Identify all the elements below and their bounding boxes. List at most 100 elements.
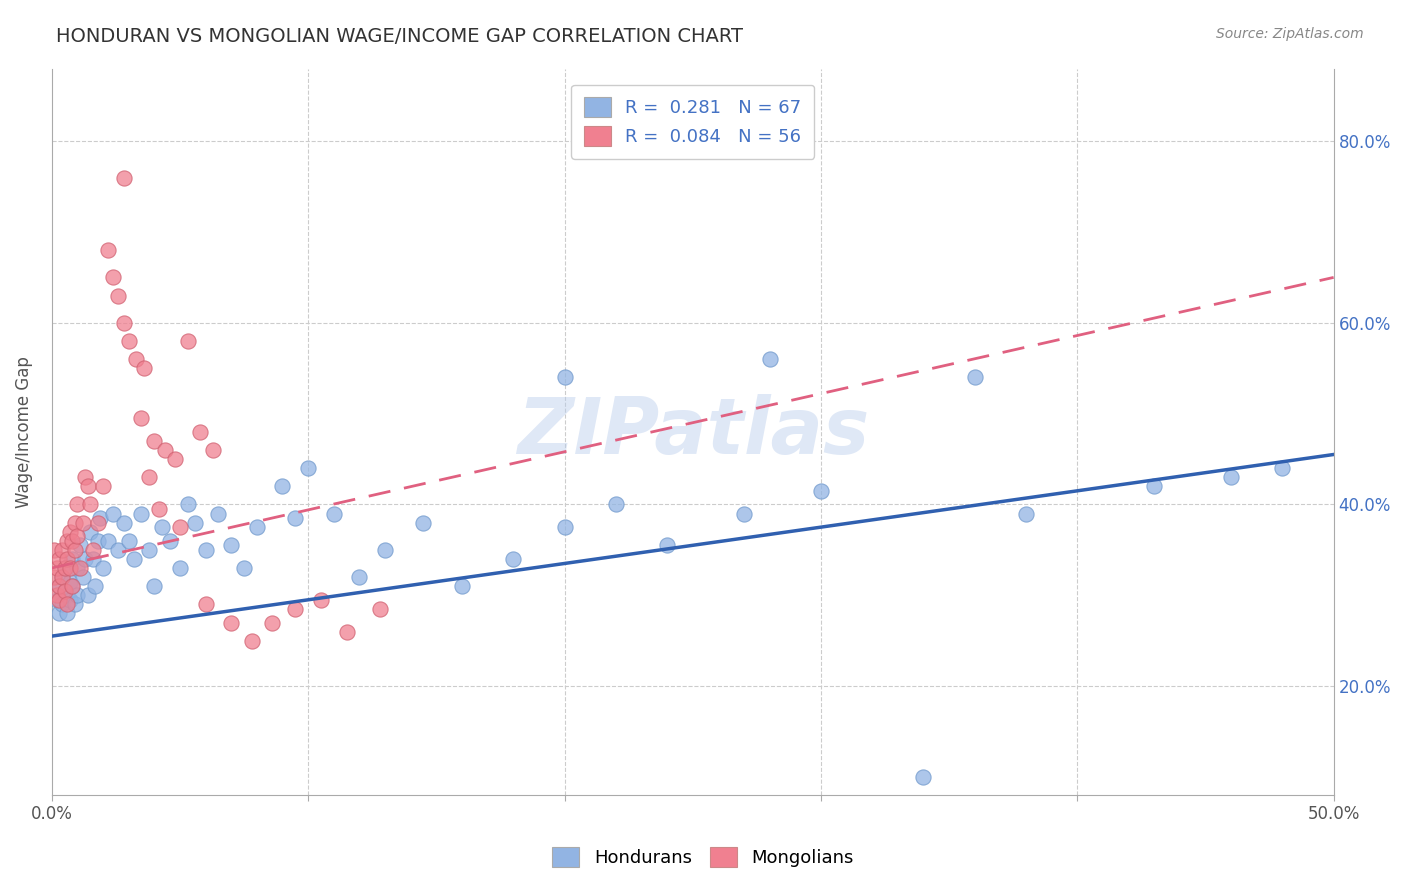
Point (72, 516, 94, 530)
Point (412, 516, 434, 530)
Point (184, 516, 207, 530)
Y-axis label: Wage/Income Gap: Wage/Income Gap (15, 356, 32, 508)
Point (758, 352, 780, 367)
Point (112, 316, 135, 330)
Text: ZIPatlas: ZIPatlas (516, 393, 869, 470)
Point (66, 498, 89, 512)
Point (66, 588, 89, 602)
Point (60, 533, 83, 548)
Point (45, 561, 67, 575)
Point (810, 483, 832, 498)
Point (169, 520, 191, 534)
Point (219, 538, 242, 552)
Point (553, 520, 575, 534)
Point (150, 520, 173, 534)
Point (284, 602, 307, 616)
Point (66, 529, 89, 543)
Point (59, 524, 82, 539)
Point (91, 479, 114, 493)
Point (107, 288, 129, 302)
Point (60, 579, 83, 593)
Point (219, 615, 242, 630)
Point (89, 511, 111, 525)
Point (59, 574, 82, 589)
Point (48, 552, 70, 566)
Point (271, 479, 294, 493)
Point (163, 452, 186, 467)
Point (56, 598, 79, 612)
Point (79, 524, 101, 539)
Point (148, 502, 170, 516)
Point (202, 442, 225, 457)
Point (59, 561, 82, 575)
Point (44, 542, 66, 557)
Point (59, 592, 82, 607)
Point (125, 352, 148, 367)
Point (194, 598, 217, 612)
Point (655, 538, 678, 552)
Point (1143, 479, 1166, 493)
Point (66, 561, 89, 575)
Point (56, 533, 79, 548)
Point (51, 598, 73, 612)
Point (138, 470, 160, 484)
Point (502, 552, 524, 566)
Point (240, 633, 263, 648)
Point (336, 624, 359, 639)
Point (75, 552, 97, 566)
Point (143, 579, 166, 593)
Point (51, 570, 73, 584)
Point (97, 533, 120, 548)
Point (60, 579, 83, 593)
Point (322, 507, 344, 521)
Point (912, 770, 935, 784)
Point (451, 579, 474, 593)
Point (56, 588, 79, 602)
Point (112, 170, 135, 185)
Point (131, 507, 153, 521)
Point (87, 516, 110, 530)
Point (48, 592, 70, 607)
Point (53, 583, 76, 598)
Point (176, 498, 198, 512)
Point (53, 561, 76, 575)
Point (76, 588, 98, 602)
Point (72, 570, 94, 584)
Point (51, 542, 73, 557)
Point (1015, 507, 1038, 521)
Point (75, 470, 97, 484)
Point (82, 552, 104, 566)
Text: Source: ZipAtlas.com: Source: ZipAtlas.com (1216, 27, 1364, 41)
Point (233, 561, 256, 575)
Point (79, 498, 101, 512)
Point (262, 615, 284, 630)
Point (309, 592, 332, 607)
Point (138, 542, 160, 557)
Point (153, 442, 176, 457)
Point (176, 334, 198, 348)
Point (374, 542, 396, 557)
Point (733, 507, 755, 521)
Point (553, 370, 575, 384)
Point (194, 542, 217, 557)
Point (246, 520, 269, 534)
Point (82, 542, 104, 557)
Point (963, 370, 986, 384)
Point (48, 579, 70, 593)
Legend: R =  0.281   N = 67, R =  0.084   N = 56: R = 0.281 N = 67, R = 0.084 N = 56 (571, 85, 814, 159)
Point (63, 598, 86, 612)
Point (69, 538, 91, 552)
Point (53, 561, 76, 575)
Point (56, 552, 79, 566)
Point (169, 561, 191, 575)
Point (51, 570, 73, 584)
Point (118, 334, 141, 348)
Point (76, 479, 98, 493)
Point (69, 561, 91, 575)
Point (48, 579, 70, 593)
Point (63, 542, 86, 557)
Point (56, 607, 79, 621)
Point (207, 507, 229, 521)
Legend: Hondurans, Mongolians: Hondurans, Mongolians (546, 839, 860, 874)
Point (97, 243, 120, 257)
